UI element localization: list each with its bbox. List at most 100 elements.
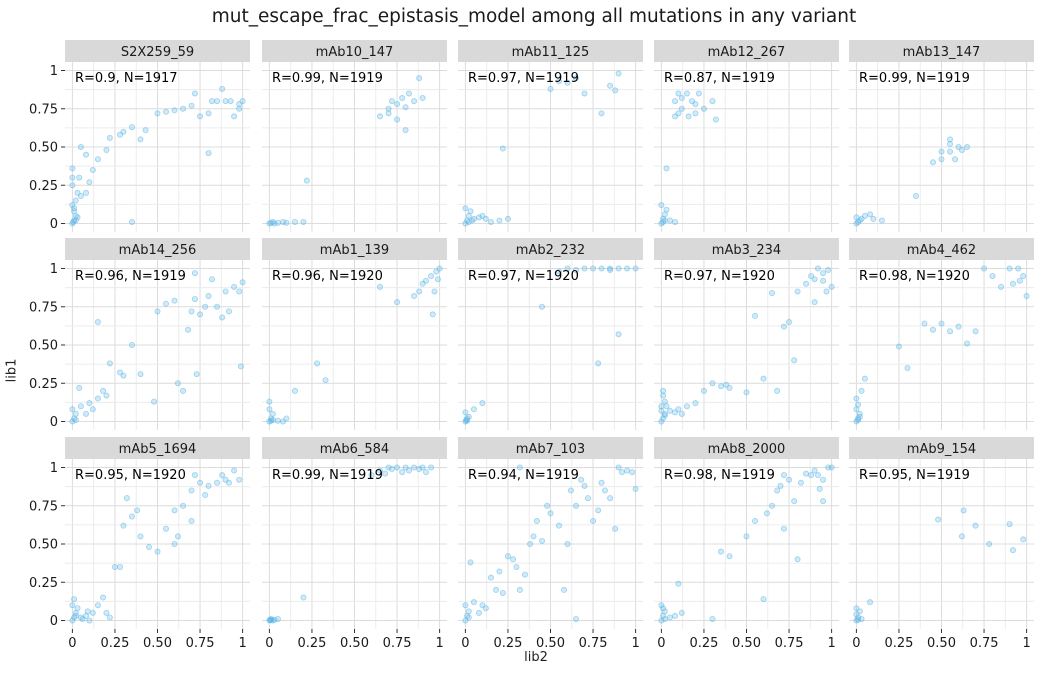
data-point [828,283,835,290]
data-point [185,326,192,333]
data-point [870,215,877,222]
data-point [496,568,503,575]
data-point [89,406,96,413]
data-point [191,270,198,277]
data-point [399,95,406,102]
data-point [205,293,212,300]
data-point [578,476,585,483]
x-tick-label: 0.75 [186,636,215,651]
x-tick-label: 1 [631,636,639,651]
data-point [411,98,418,105]
facet-panel: mAb2_232 R=0.97, N=1920 [458,238,643,430]
data-point [853,605,860,612]
data-point [666,407,673,414]
data-point [618,469,625,476]
data-point [465,614,472,621]
data-point [394,464,401,471]
data-point [855,616,862,623]
data-point [236,288,243,295]
data-point [717,383,724,390]
data-point [72,612,79,619]
x-tick-label: 1 [238,636,246,651]
data-point [861,375,868,382]
data-point [476,214,483,221]
facet-panel: mAb14_256 R=0.96, N=1919 0 0.25 0.50 0.75 1 [29,238,250,430]
data-point [825,267,832,274]
data-point [219,314,226,321]
facet-strip-label: mAb8_2000 [708,442,786,457]
data-point [422,277,429,284]
y-tick-label: 0.50 [29,141,58,156]
data-point [712,116,719,123]
y-tick-label: 0.50 [29,538,58,553]
data-point [820,498,827,505]
data-point [615,70,622,77]
data-point [598,479,605,486]
data-point [300,218,307,225]
data-point [69,406,76,413]
data-point [219,85,226,92]
data-point [171,107,178,114]
data-point [853,395,860,402]
data-point [820,476,827,483]
correlation-annotation: R=0.97, N=1920 [664,269,775,284]
data-point [106,614,113,621]
data-point [377,283,384,290]
data-point [1016,277,1023,284]
facet-strip [458,238,643,260]
data-point [322,377,329,384]
data-point [137,533,144,540]
facet-strip-label: mAb7_103 [516,442,585,457]
data-point [86,400,93,407]
data-point [1006,265,1013,272]
data-point [774,387,781,394]
x-tick-label: 0 [657,636,665,651]
data-point [672,218,679,225]
data-point [464,417,471,424]
data-point [142,127,149,134]
data-point [83,410,90,417]
facet-strip-label: mAb13_147 [903,45,981,60]
data-point [269,410,276,417]
data-point [388,98,395,105]
data-point [231,113,238,120]
facet-strip-label: mAb3_234 [712,243,781,258]
facet-panel: S2X259_59 R=0.9, N=1917 0 0.25 0.50 0.75 1 [29,40,250,232]
data-point [504,215,511,222]
data-point [972,522,979,529]
facet-strip-label: mAb14_256 [119,243,197,258]
data-point [561,586,568,593]
data-point [394,116,401,123]
data-point [416,75,423,82]
data-point [964,340,971,347]
data-point [678,410,685,417]
data-point [188,102,195,109]
data-point [214,98,221,105]
x-tick-label: 0.50 [536,636,565,651]
data-point [516,586,523,593]
data-point [666,614,673,621]
data-point [797,479,804,486]
data-point [268,617,275,624]
facet-panel: mAb5_1694 R=0.95, N=1920 0 0.25 0.50 0.75 1 0 0.… [29,437,250,651]
data-point [69,202,76,209]
data-point [791,498,798,505]
data-point [811,467,818,474]
data-point [476,609,483,616]
data-point [103,609,110,616]
data-point [516,464,523,471]
data-point [84,608,91,615]
data-point [678,609,685,616]
y-tick-label: 0 [50,614,58,629]
data-point [368,472,375,479]
data-point [300,594,307,601]
data-point [981,265,988,272]
data-point [377,467,384,474]
data-point [666,217,673,224]
data-point [416,288,423,295]
data-point [69,174,76,181]
data-point [615,265,622,272]
data-point [743,533,750,540]
data-point [314,360,321,367]
facet-panel: mAb9_154 R=0.95, N=1919 0 0.25 0.50 0.75 1 [849,437,1034,651]
